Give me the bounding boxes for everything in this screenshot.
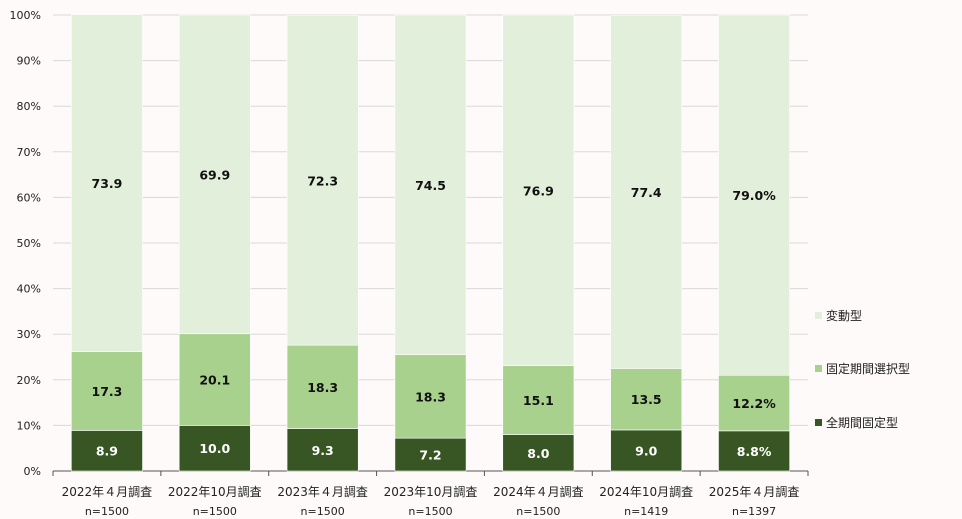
bar-segment xyxy=(718,374,790,432)
data-label: 8.9 xyxy=(96,444,118,459)
data-label: 12.2% xyxy=(732,396,776,411)
y-tick-label: 50% xyxy=(17,237,41,250)
data-label: 76.9 xyxy=(523,183,554,198)
bar-segment xyxy=(286,15,359,346)
sample-size-label: n=1500 xyxy=(516,505,560,518)
category-label: 2023年４月調査 xyxy=(277,485,368,499)
data-label: 74.5 xyxy=(415,178,446,193)
data-label: 79.0% xyxy=(732,188,776,203)
legend-label: 全期間固定型 xyxy=(826,415,898,430)
data-label: 15.1 xyxy=(523,393,554,408)
y-axis-ticks: 0% 10% 20% 30% 40% 50% 60% 70% 80% 90% 100% xyxy=(10,9,41,478)
data-label: 9.0 xyxy=(635,443,657,458)
y-tick-label: 70% xyxy=(17,146,41,159)
bar-segment xyxy=(610,368,683,431)
data-label: 9.3 xyxy=(312,443,334,458)
bar-segment xyxy=(286,428,359,472)
data-label: 73.9 xyxy=(92,176,123,191)
legend-label: 変動型 xyxy=(826,308,862,323)
legend-swatch xyxy=(815,312,822,319)
bar-segment xyxy=(178,333,251,426)
legend-swatch xyxy=(815,365,822,372)
y-tick-label: 0% xyxy=(24,465,41,478)
category-label: 2024年４月調査 xyxy=(493,485,584,499)
data-label: 18.3 xyxy=(307,380,338,395)
sample-size-label: n=1500 xyxy=(193,505,237,518)
bar-segment xyxy=(178,425,251,472)
bar-segment xyxy=(502,14,575,366)
bar-segment xyxy=(71,14,143,352)
data-label: 72.3 xyxy=(307,173,338,188)
category-label: 2023年10月調査 xyxy=(384,485,478,499)
y-tick-label: 100% xyxy=(10,9,41,22)
bar-segment xyxy=(718,430,790,472)
legend-label: 固定期間選択型 xyxy=(826,361,910,376)
data-label: 10.0 xyxy=(199,441,230,456)
data-label: 17.3 xyxy=(92,384,123,399)
category-label: 2025年４月調査 xyxy=(709,485,800,499)
bar-segment xyxy=(610,15,683,369)
x-axis-labels: 2022年４月調査 n=1500 2022年10月調査 n=1500 2023年４月調査… xyxy=(52,471,809,518)
sample-size-label: n=1397 xyxy=(732,505,776,518)
bar-segment xyxy=(286,344,359,429)
bar-segment xyxy=(394,437,467,472)
bar-segment xyxy=(718,14,790,376)
legend-swatch xyxy=(815,419,822,426)
category-label: 2022年10月調査 xyxy=(168,485,262,499)
y-tick-label: 30% xyxy=(17,328,41,341)
bar-segment xyxy=(71,430,143,472)
data-label: 18.3 xyxy=(415,389,446,404)
y-tick-label: 40% xyxy=(17,283,41,296)
data-label: 8.0 xyxy=(527,446,549,461)
sample-size-label: n=1500 xyxy=(301,505,345,518)
sample-size-label: n=1419 xyxy=(624,505,668,518)
bar-segment xyxy=(394,354,467,439)
bars: 8.9 17.3 73.9 10.0 20.1 69.9 9.3 18.3 72.3 7.2 18.… xyxy=(71,14,790,472)
category-label: 2022年４月調査 xyxy=(62,485,153,499)
y-tick-label: 20% xyxy=(17,374,41,387)
data-label: 7.2 xyxy=(419,448,441,463)
bar-segment xyxy=(178,14,251,335)
y-tick-label: 80% xyxy=(17,100,41,113)
data-label: 8.8% xyxy=(737,444,772,459)
data-label: 20.1 xyxy=(199,373,230,388)
y-tick-label: 90% xyxy=(17,55,41,68)
y-tick-label: 60% xyxy=(17,191,41,204)
bar-segment xyxy=(394,14,467,356)
bar-segment xyxy=(502,434,575,472)
category-label: 2024年10月調査 xyxy=(599,485,693,499)
bar-segment xyxy=(610,429,683,472)
sample-size-label: n=1500 xyxy=(85,505,129,518)
sample-size-label: n=1500 xyxy=(408,505,452,518)
y-tick-label: 10% xyxy=(17,419,41,432)
data-label: 77.4 xyxy=(631,185,662,200)
data-label: 13.5 xyxy=(631,392,662,407)
bar-segment xyxy=(71,351,143,431)
data-label: 69.9 xyxy=(199,167,230,182)
